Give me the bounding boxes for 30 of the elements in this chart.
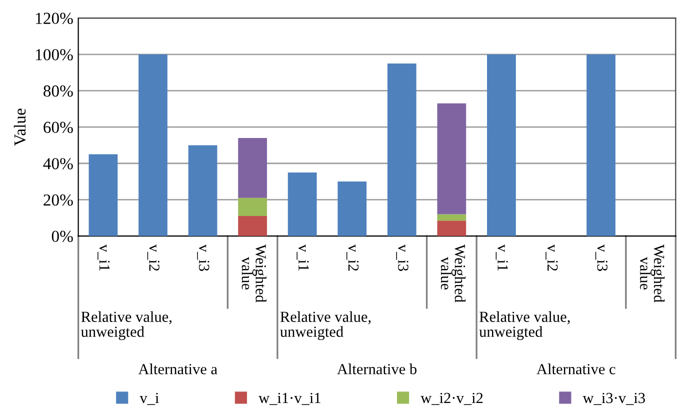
x-tick-label: v_i2 bbox=[546, 244, 558, 271]
x-tick-label: v_i2 bbox=[346, 244, 359, 271]
x-tick-label: v_i1 bbox=[496, 244, 508, 271]
text: Alternative b bbox=[337, 364, 416, 374]
x-tick-label: v_i1 bbox=[98, 244, 110, 271]
x-tick-label: v_i2 bbox=[147, 244, 160, 271]
legend-label: w_i1·v_i1 bbox=[258, 392, 320, 405]
y-tick-label: 120% bbox=[36, 12, 73, 24]
legend-label: w_i2·v_i2 bbox=[420, 392, 483, 405]
y-tick-label: 40% bbox=[43, 158, 73, 170]
legend-label: w_i3·v_i3 bbox=[582, 392, 645, 405]
x-tick-label: v_i3 bbox=[197, 244, 210, 271]
y-tick-label: 100% bbox=[36, 49, 73, 60]
x-tick-label: Weighted value bbox=[440, 244, 466, 302]
text: Relative value, unweigted bbox=[280, 311, 371, 340]
text: Relative value, unweigted bbox=[479, 311, 570, 340]
legend-label: v_i bbox=[140, 392, 159, 405]
text: Alternative c bbox=[536, 364, 616, 374]
x-tick-label: v_i3 bbox=[595, 244, 608, 271]
y-tick-label: 0% bbox=[52, 230, 73, 242]
text: Relative value, unweigted bbox=[81, 311, 172, 340]
x-tick-label: Weighted value bbox=[640, 244, 665, 302]
text: Alternative a bbox=[138, 364, 218, 374]
y-axis-title: Value bbox=[14, 108, 26, 146]
x-tick-label: v_i1 bbox=[296, 244, 309, 271]
x-tick-label: Weighted value bbox=[242, 244, 266, 302]
y-tick-label: 60% bbox=[44, 122, 73, 134]
x-tick-label: v_i3 bbox=[396, 244, 408, 271]
y-tick-label: 20% bbox=[44, 194, 73, 206]
y-tick-label: 80% bbox=[44, 85, 73, 97]
